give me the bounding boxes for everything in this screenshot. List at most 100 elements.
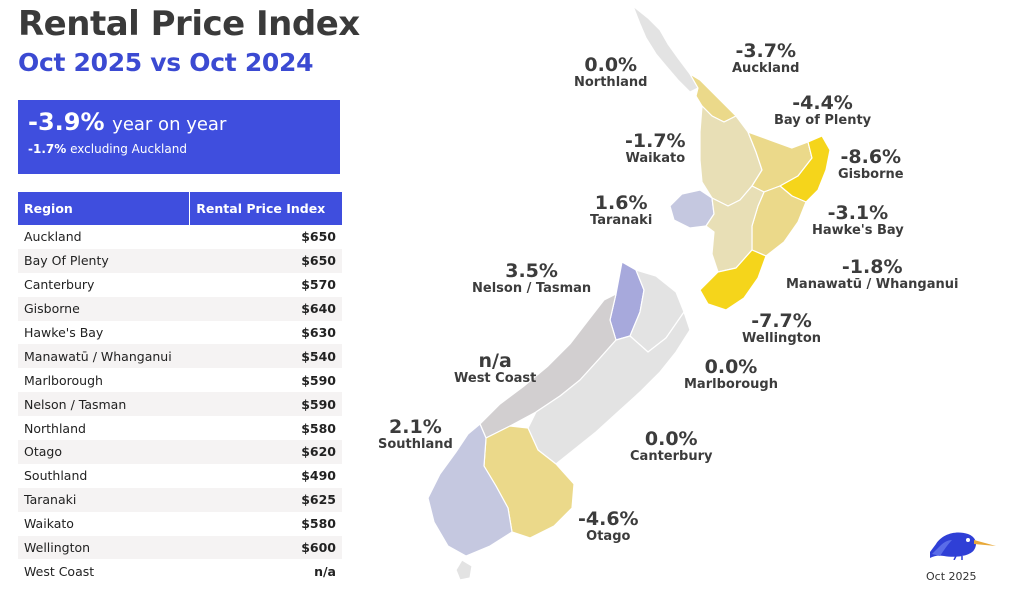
value-cell: $490 bbox=[301, 468, 336, 484]
secondary-text: excluding Auckland bbox=[70, 142, 187, 156]
change-value: -1.7% bbox=[625, 130, 686, 152]
region-shape-stewart-island bbox=[455, 559, 473, 581]
change-value: n/a bbox=[478, 350, 512, 372]
region-name: Marlborough bbox=[684, 376, 778, 392]
headline-value: -3.9% bbox=[28, 108, 105, 136]
headline-stat: -3.9% year on year bbox=[28, 108, 330, 136]
region-name: Otago bbox=[586, 528, 631, 544]
map-label-canterbury: 0.0% Canterbury bbox=[630, 428, 713, 464]
region-name: Nelson / Tasman bbox=[472, 280, 592, 296]
table-row: Northland $580 bbox=[18, 416, 342, 440]
region-cell: Hawke's Bay bbox=[24, 325, 104, 340]
region-cell: Waikato bbox=[24, 516, 74, 532]
region-shape-auckland bbox=[689, 73, 737, 123]
region-cell: Northland bbox=[24, 420, 86, 436]
map-label-southland: 2.1% Southland bbox=[378, 416, 453, 452]
region-name: Wellington bbox=[742, 330, 822, 346]
value-cell: $650 bbox=[189, 248, 342, 273]
change-value: -4.6% bbox=[578, 508, 639, 530]
table-row: Nelson / Tasman $590 bbox=[18, 392, 342, 417]
table-row: Taranaki $625 bbox=[18, 487, 342, 512]
value-cell: $590 bbox=[189, 392, 342, 417]
region-cell: Manawatū / Whanganui bbox=[18, 344, 190, 369]
map-label-manawatu: -1.8% Manawatū / Whanganui bbox=[786, 257, 958, 292]
region-cell: Auckland bbox=[24, 229, 82, 245]
map-label-west-coast: n/a West Coast bbox=[454, 350, 537, 386]
table-row: Hawke's Bay $630 bbox=[18, 321, 342, 345]
region-shape-southland bbox=[427, 423, 513, 557]
region-name: Waikato bbox=[625, 150, 686, 166]
region-name: Northland bbox=[574, 74, 648, 90]
map-label-wellington: -7.7% Wellington bbox=[742, 310, 822, 346]
change-value: -7.7% bbox=[751, 310, 812, 332]
column-header-region: Region bbox=[18, 192, 190, 225]
value-cell: $540 bbox=[189, 344, 342, 369]
table-header-row: Region Rental Price Index bbox=[18, 192, 342, 225]
kiwi-logo-icon bbox=[930, 532, 996, 560]
footer-date: Oct 2025 bbox=[926, 570, 977, 583]
map-label-otago: -4.6% Otago bbox=[578, 508, 639, 544]
value-cell: $600 bbox=[189, 535, 342, 560]
table-row: Bay Of Plenty $650 bbox=[18, 248, 342, 273]
change-value: -8.6% bbox=[840, 146, 902, 168]
value-cell: $640 bbox=[189, 296, 342, 321]
headline-text: year on year bbox=[112, 114, 227, 135]
region-name: Canterbury bbox=[630, 448, 713, 464]
map-label-gisborne: -8.6% Gisborne bbox=[838, 146, 904, 182]
table-row: Southland $490 bbox=[18, 464, 342, 488]
table-row: West Coast n/a bbox=[18, 559, 342, 583]
region-shape-wellington bbox=[699, 249, 767, 311]
region-cell: Gisborne bbox=[18, 296, 190, 321]
map-label-northland: 0.0% Northland bbox=[574, 54, 648, 90]
region-cell: West Coast bbox=[24, 563, 95, 579]
value-cell: $570 bbox=[301, 277, 336, 293]
rent-table: Region Rental Price Index Auckland $650 B… bbox=[18, 192, 342, 583]
region-shape-northland bbox=[632, 5, 699, 93]
column-header-index: Rental Price Index bbox=[189, 192, 342, 225]
change-value: 0.0% bbox=[584, 54, 638, 76]
region-name: West Coast bbox=[454, 370, 537, 386]
nz-map bbox=[427, 5, 831, 581]
region-cell: Otago bbox=[18, 440, 190, 464]
region-cell: Nelson / Tasman bbox=[18, 392, 190, 417]
page-subtitle: Oct 2025 vs Oct 2024 bbox=[18, 48, 314, 77]
region-name: Auckland bbox=[732, 60, 800, 76]
map-label-auckland: -3.7% Auckland bbox=[732, 40, 800, 76]
region-name: Bay of Plenty bbox=[774, 112, 872, 128]
table-row: Auckland $650 bbox=[18, 225, 342, 249]
region-cell: Wellington bbox=[18, 535, 190, 560]
region-cell: Southland bbox=[24, 468, 88, 484]
page-title: Rental Price Index bbox=[18, 4, 360, 44]
region-name: Hawke's Bay bbox=[812, 222, 904, 238]
table-row: Waikato $580 bbox=[18, 512, 342, 536]
value-cell: $625 bbox=[189, 487, 342, 512]
map-label-nelson-tasman: 3.5% Nelson / Tasman bbox=[472, 260, 592, 296]
region-name: Taranaki bbox=[590, 212, 653, 228]
value-cell: $590 bbox=[301, 372, 336, 388]
change-value: -3.1% bbox=[827, 202, 889, 224]
region-name: Gisborne bbox=[838, 166, 904, 182]
value-cell: $650 bbox=[301, 229, 336, 245]
map-label-taranaki: 1.6% Taranaki bbox=[590, 192, 653, 228]
table-row: Gisborne $640 bbox=[18, 296, 342, 321]
value-cell: $580 bbox=[301, 420, 336, 436]
change-value: 3.5% bbox=[505, 260, 558, 282]
region-cell: Taranaki bbox=[18, 487, 190, 512]
table-row: Canterbury $570 bbox=[18, 273, 342, 297]
change-value: -3.7% bbox=[735, 40, 797, 62]
summary-card: -3.9% year on year -1.7% excluding Auckl… bbox=[18, 100, 340, 174]
region-shape-taranaki bbox=[669, 189, 715, 229]
change-value: 1.6% bbox=[594, 192, 648, 214]
table-row: Wellington $600 bbox=[18, 535, 342, 560]
change-value: 2.1% bbox=[389, 416, 442, 438]
change-value: -4.4% bbox=[792, 92, 853, 114]
region-cell: Marlborough bbox=[24, 372, 103, 388]
map-label-marlborough: 0.0% Marlborough bbox=[684, 357, 778, 392]
secondary-stat: -1.7% excluding Auckland bbox=[28, 142, 330, 156]
map-label-waikato: -1.7% Waikato bbox=[625, 130, 686, 166]
change-value: 0.0% bbox=[644, 428, 698, 450]
region-cell: Canterbury bbox=[24, 277, 95, 293]
region-cell: Bay Of Plenty bbox=[18, 248, 190, 273]
value-cell: $620 bbox=[189, 440, 342, 464]
region-shape-canterbury bbox=[527, 311, 691, 465]
